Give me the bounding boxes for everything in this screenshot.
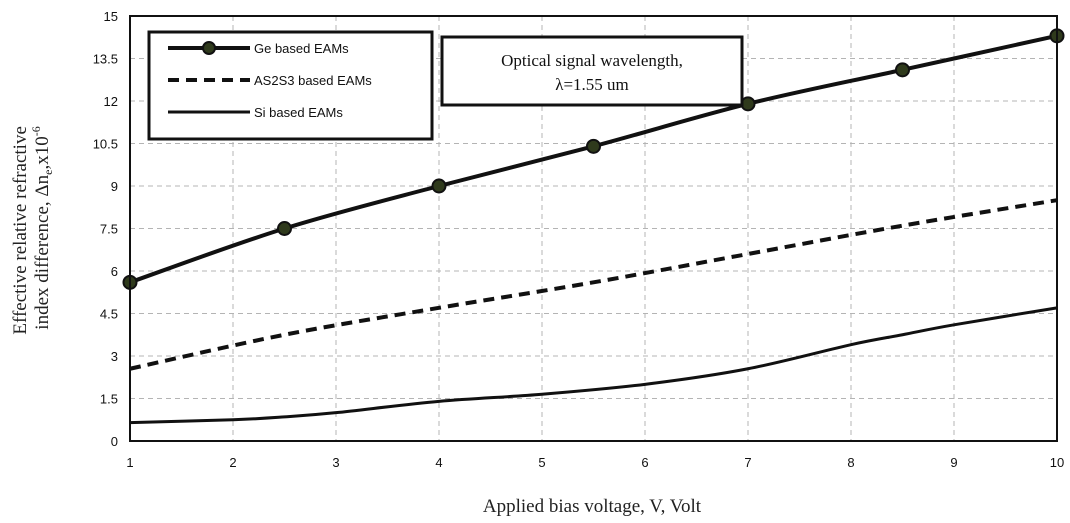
y-tick-label: 13.5 xyxy=(93,52,118,67)
legend-label-as2s3: AS2S3 based EAMs xyxy=(254,73,372,88)
x-tick-label: 4 xyxy=(435,455,442,470)
y-axis-title-subscript: e xyxy=(41,170,55,175)
y-axis-title-exponent: -6 xyxy=(29,126,43,136)
y-tick-label: 7.5 xyxy=(100,222,118,237)
legend-marker-ge xyxy=(202,41,216,55)
data-point-ge xyxy=(431,178,447,194)
y-tick-label: 3 xyxy=(111,349,118,364)
annotation-box xyxy=(440,35,744,107)
y-axis-title-multiplier: ,x10 xyxy=(32,136,53,169)
x-tick-label: 7 xyxy=(744,455,751,470)
legend: Ge based EAMs AS2S3 based EAMs Si based … xyxy=(147,30,434,141)
y-tick-label: 1.5 xyxy=(100,392,118,407)
plot-area-border xyxy=(129,15,1058,442)
x-axis-title: Applied bias voltage, V, Volt xyxy=(483,496,702,517)
annotation-line-1: Optical signal wavelength, xyxy=(501,51,683,70)
data-point-ge xyxy=(586,138,601,154)
data-point-ge xyxy=(895,62,910,78)
y-axis-title: Effective relative refractive index diff… xyxy=(10,121,55,334)
data-point-ge xyxy=(277,221,292,236)
x-tick-labels: 1 2 3 4 5 6 7 8 9 10 xyxy=(126,455,1064,470)
x-tick-label: 5 xyxy=(538,455,545,470)
y-tick-label: 10.5 xyxy=(93,137,118,152)
x-tick-label: 6 xyxy=(641,455,648,470)
annotation-line-2: λ=1.55 um xyxy=(555,75,629,94)
x-tick-label: 9 xyxy=(950,455,957,470)
y-axis-title-line-2: index difference, Δn xyxy=(32,174,53,329)
wavelength-annotation: Optical signal wavelength, λ=1.55 um xyxy=(440,35,744,107)
x-tick-label: 10 xyxy=(1050,455,1064,470)
y-tick-label: 12 xyxy=(104,94,118,109)
y-tick-label: 15 xyxy=(104,9,118,24)
y-tick-label: 4.5 xyxy=(100,307,118,322)
legend-label-ge: Ge based EAMs xyxy=(254,41,349,56)
x-tick-label: 2 xyxy=(229,455,236,470)
legend-label-si: Si based EAMs xyxy=(254,105,343,120)
y-tick-label: 9 xyxy=(111,179,118,194)
x-tick-label: 1 xyxy=(126,455,133,470)
series-line-si xyxy=(129,306,1058,425)
y-tick-labels: 0 1.5 3 4.5 6 7.5 9 10.5 12 13.5 15 xyxy=(93,9,118,449)
x-tick-label: 8 xyxy=(847,455,854,470)
series-line-as2s3 xyxy=(129,198,1058,371)
y-axis-title-line-1: Effective relative refractive xyxy=(10,126,31,335)
y-tick-label: 6 xyxy=(111,264,118,279)
y-tick-label: 0 xyxy=(111,434,118,449)
x-tick-label: 3 xyxy=(332,455,339,470)
